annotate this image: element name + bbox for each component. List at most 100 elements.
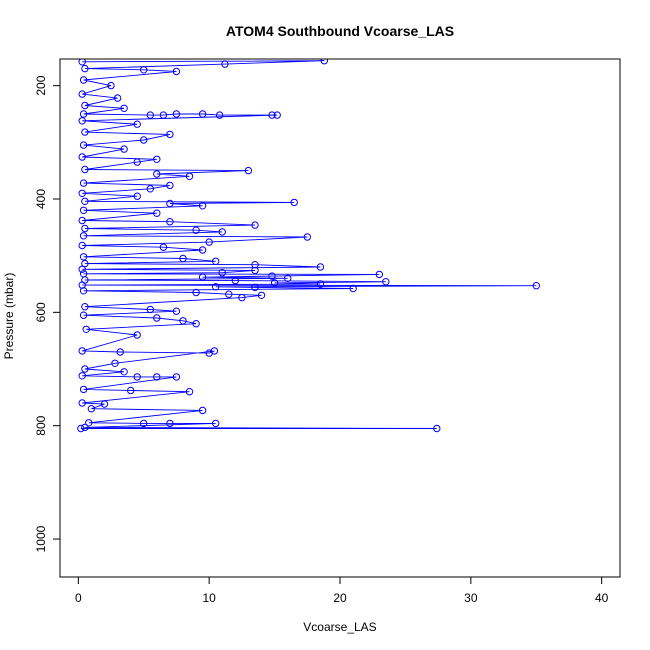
plot-area: [59, 58, 621, 578]
data-point: [316, 280, 325, 288]
data-point: [78, 90, 86, 98]
data-point: [382, 278, 390, 286]
x-tick-label: 10: [202, 591, 216, 605]
data-point: [205, 349, 213, 357]
data-point: [120, 368, 128, 376]
data-point: [116, 348, 124, 356]
data-point: [268, 111, 276, 119]
data-point: [375, 270, 383, 279]
data-point: [218, 269, 226, 277]
x-tick-label: 40: [595, 591, 609, 605]
data-point: [225, 290, 233, 298]
data-point: [100, 400, 109, 408]
data-point: [159, 111, 168, 119]
data-point: [198, 273, 207, 281]
data-point: [81, 64, 89, 73]
data-point: [221, 60, 229, 68]
data-point: [212, 283, 220, 291]
data-point: [120, 104, 128, 113]
data-point: [79, 253, 88, 261]
data-point: [257, 291, 266, 299]
data-point: [185, 388, 194, 396]
data-point: [172, 373, 181, 381]
data-point: [81, 365, 89, 373]
data-point: [82, 325, 90, 333]
data-point: [111, 359, 119, 367]
data-point: [290, 198, 298, 207]
data-point: [107, 81, 115, 90]
data-point: [153, 373, 161, 381]
data-point: [273, 111, 281, 119]
data-point: [153, 155, 161, 164]
data-point: [251, 221, 259, 229]
data-point: [78, 241, 86, 250]
data-point: [218, 228, 226, 236]
data-point: [78, 59, 86, 66]
data-point: [303, 233, 311, 241]
y-tick-label: 200: [34, 75, 48, 95]
data-point: [212, 257, 220, 265]
data-point: [231, 276, 240, 285]
data-point: [251, 283, 259, 292]
data-point: [146, 305, 155, 314]
y-tick-label: 1000: [34, 525, 48, 552]
data-point: [251, 261, 259, 269]
y-tick-label: 800: [34, 415, 48, 435]
data-point: [79, 232, 88, 240]
data-point: [166, 130, 174, 139]
data-point: [133, 158, 141, 166]
data-point: [79, 385, 88, 394]
series-line: [80, 60, 537, 429]
data-point: [205, 238, 213, 246]
data-point: [77, 424, 85, 433]
data-point: [212, 419, 220, 428]
data-point: [215, 111, 224, 119]
data-point: [159, 243, 168, 251]
data-point: [192, 320, 200, 328]
data-point: [78, 399, 86, 407]
chart-title: ATOM4 Southbound Vcoarse_LAS: [226, 23, 454, 39]
data-point: [166, 419, 174, 428]
data-point: [166, 199, 174, 208]
data-point: [316, 263, 325, 271]
data-point: [198, 110, 207, 118]
data-point: [198, 202, 207, 210]
data-point: [79, 179, 88, 187]
data-point: [79, 110, 88, 118]
data-point: [81, 197, 89, 206]
data-point: [140, 419, 148, 428]
data-point: [349, 284, 357, 293]
data-point: [433, 424, 441, 433]
data-point: [78, 216, 86, 225]
data-point: [127, 386, 135, 395]
data-point: [78, 117, 86, 125]
data-point: [172, 110, 181, 118]
data-point: [133, 331, 141, 339]
data-point: [153, 314, 161, 322]
data-point: [166, 218, 174, 226]
data-point: [179, 254, 187, 263]
data-point: [78, 189, 86, 198]
data-point: [81, 224, 89, 233]
data-point: [78, 372, 86, 380]
data-point: [251, 266, 259, 275]
y-axis: 200 400 600 800 1000: [34, 75, 61, 552]
data-point: [198, 406, 207, 415]
data-point: [179, 317, 187, 325]
data-point: [81, 165, 89, 174]
data-point: [172, 307, 181, 315]
data-point: [320, 59, 328, 65]
data-point: [140, 66, 148, 74]
data-point: [81, 101, 89, 110]
data-point: [532, 282, 540, 290]
data-point: [79, 311, 88, 319]
data-point: [172, 67, 181, 76]
data-point: [146, 185, 155, 193]
data-point: [81, 128, 89, 136]
data-point: [153, 209, 161, 217]
data-point: [79, 76, 88, 84]
data-point: [120, 145, 128, 153]
data-point: [85, 419, 93, 427]
data-point: [198, 246, 207, 254]
